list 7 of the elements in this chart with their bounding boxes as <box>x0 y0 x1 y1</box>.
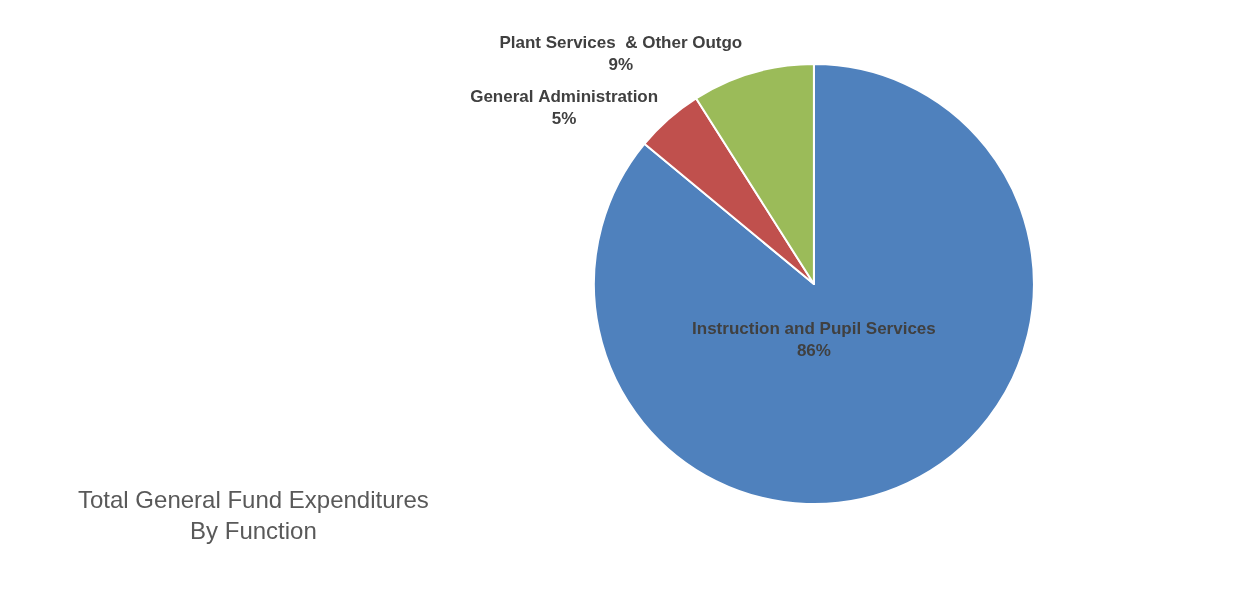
data-label: 5% <box>551 109 577 129</box>
text: Total General Fund Expenditures By Function <box>78 486 429 545</box>
data-label: 9% <box>608 55 634 75</box>
slice-label: Instruction and Pupil Services <box>692 318 936 338</box>
data-label: 86% <box>796 340 831 360</box>
slice-label: General Administration <box>470 86 659 106</box>
slice-label: Plant Services & Other Outgo <box>499 33 743 53</box>
